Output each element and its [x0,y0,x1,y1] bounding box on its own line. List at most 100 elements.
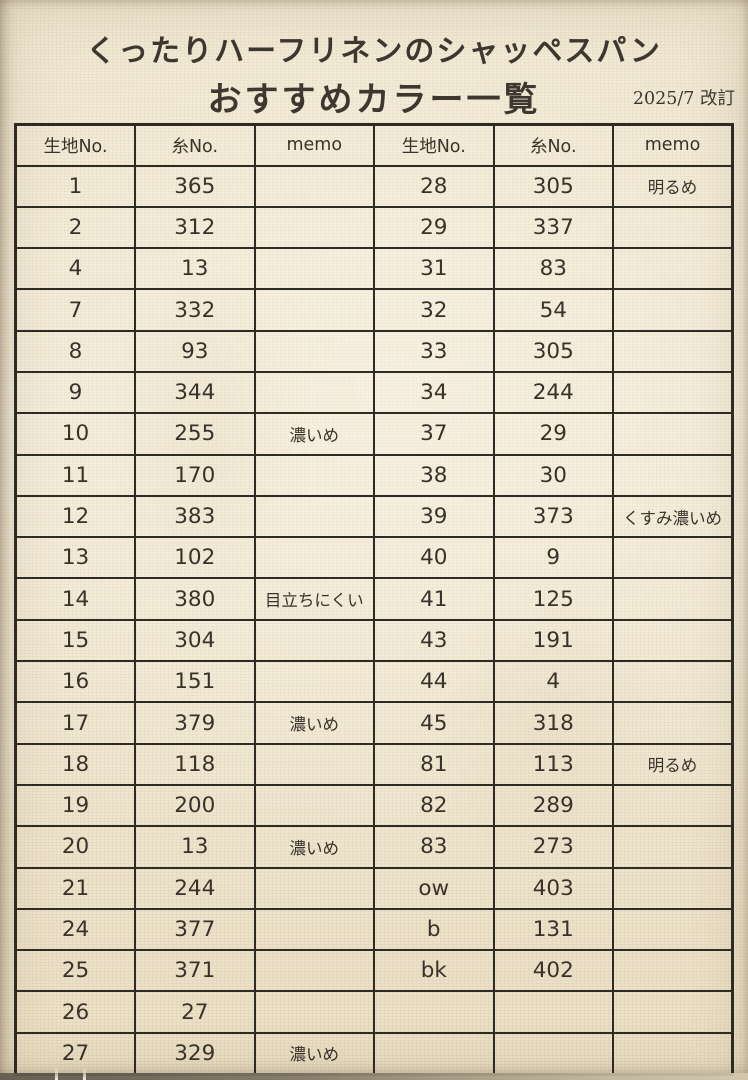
table-header-row: 生地No. 糸No. memo 生地No. 糸No. memo [14,123,734,167]
thread-no-cell: 329 [134,1031,256,1076]
thread-no-cell: 29 [492,412,614,456]
memo-cell [612,701,734,745]
fabric-no-cell: 38 [373,453,495,497]
memo-cell [612,907,734,952]
table-row: 24 377 b 131 [14,907,734,952]
fabric-no-cell: 40 [373,536,495,580]
fabric-no-cell: 82 [373,783,495,828]
fabric-no-cell: 81 [373,742,495,786]
memo-cell [253,949,375,993]
fabric-no-cell: 12 [14,494,136,539]
thread-no-cell: 371 [134,949,256,993]
fabric-no-cell: bk [373,949,495,993]
memo-cell: 濃いめ [253,701,375,745]
memo-cell [253,536,375,580]
thread-no-cell: 125 [492,577,614,621]
memo-cell [253,205,375,250]
thread-no-cell: 318 [492,701,614,745]
fabric-no-cell: 1 [14,164,136,208]
table-row: 25 371 bk 402 [14,949,734,993]
thread-no-cell: 402 [492,949,614,993]
fabric-no-cell: 18 [14,742,136,786]
thread-no-cell: 191 [492,618,614,663]
fabric-no-cell: 37 [373,412,495,456]
memo-cell [253,494,375,539]
thread-no-cell: 373 [492,494,614,539]
table-row: 20 13 濃いめ 83 273 [14,825,734,869]
memo-cell [612,618,734,663]
fabric-no-cell: 32 [373,288,495,332]
fabric-no-cell: 14 [14,577,136,621]
thread-no-cell: 332 [134,288,256,332]
fabric-no-cell: 25 [14,949,136,993]
thread-no-cell: 113 [492,742,614,786]
thread-no-cell: 30 [492,453,614,497]
thread-no-cell: 289 [492,783,614,828]
memo-cell: 濃いめ [253,825,375,869]
photo-bottom-edge [0,1073,748,1080]
memo-cell [612,866,734,910]
memo-cell [612,453,734,497]
thread-no-cell: 13 [134,825,256,869]
memo-cell [612,990,734,1034]
thread-no-cell: 312 [134,205,256,250]
thread-no-cell: 403 [492,866,614,910]
table-row: 26 27 [14,990,734,1034]
page-title-line1: くったりハーフリネンのシャッペスパン [86,34,662,69]
col-header-fabric-no-right: 生地No. [373,123,495,167]
memo-cell [253,453,375,497]
table-row: 15 304 43 191 [14,618,734,663]
thread-no-cell: 102 [134,536,256,580]
memo-cell [253,618,375,663]
fabric-no-cell: 28 [373,164,495,208]
thread-no-cell: 118 [134,742,256,786]
thread-no-cell: 383 [134,494,256,539]
table-row: 18 118 81 113 明るめ [14,742,734,786]
memo-cell [253,288,375,332]
fabric-no-cell: 45 [373,701,495,745]
thread-no-cell [492,1031,614,1076]
memo-cell [612,329,734,373]
fabric-no-cell: 10 [14,412,136,456]
memo-cell: 濃いめ [253,412,375,456]
fabric-no-cell: 8 [14,329,136,373]
memo-cell [253,907,375,952]
memo-cell [612,660,734,704]
thread-no-cell: 4 [492,660,614,704]
fabric-no-cell: 4 [14,247,136,291]
table-row: 21 244 ow 403 [14,866,734,910]
fabric-no-cell: 27 [14,1031,136,1076]
col-header-memo-right: memo [612,123,734,167]
fabric-no-cell: 83 [373,825,495,869]
page-title-line2: おすすめカラー一覧 [207,80,541,120]
thread-no-cell: 255 [134,412,256,456]
memo-cell [253,990,375,1034]
thread-no-cell: 377 [134,907,256,952]
table-row: 10 255 濃いめ 37 29 [14,412,734,456]
memo-cell: くすみ濃いめ [612,494,734,539]
fabric-no-cell: 9 [14,370,136,415]
memo-cell [253,660,375,704]
memo-cell [612,536,734,580]
revision-note: 2025/7 改訂 [632,89,735,109]
thread-no-cell: 9 [492,536,614,580]
thread-no-cell: 83 [492,247,614,291]
table-row: 2 312 29 337 [14,205,734,250]
fabric-no-cell: 20 [14,825,136,869]
table-row: 14 380 目立ちにくい 41 125 [14,577,734,621]
table-row: 12 383 39 373 くすみ濃いめ [14,494,734,539]
table-row: 4 13 31 83 [14,247,734,291]
memo-cell [253,866,375,910]
fabric-no-cell: 43 [373,618,495,663]
fabric-no-cell: 7 [14,288,136,332]
thread-no-cell: 273 [492,825,614,869]
fabric-no-cell: 26 [14,990,136,1034]
fabric-thread-mark [83,1068,86,1080]
fabric-no-cell: 39 [373,494,495,539]
fabric-no-cell: 31 [373,247,495,291]
thread-no-cell: 305 [492,164,614,208]
memo-cell: 明るめ [612,164,734,208]
thread-no-cell: 151 [134,660,256,704]
table-row: 9 344 34 244 [14,370,734,415]
